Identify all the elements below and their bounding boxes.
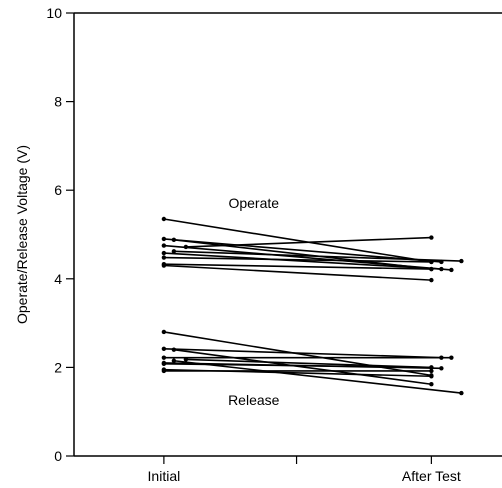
series-line (163, 244, 452, 271)
data-point (429, 266, 434, 272)
labels: 0 2 4 6 8 10 Initial After Test Operate/Release … (14, 5, 461, 484)
series-line (163, 263, 432, 270)
data-point (449, 267, 454, 273)
series-line (163, 218, 432, 263)
data-lines (163, 218, 462, 394)
data-point (429, 382, 434, 387)
data-points (161, 216, 464, 396)
series-line (163, 256, 432, 263)
y-tick-label: 4 (54, 271, 62, 287)
group-annotation: Release (228, 392, 280, 408)
data-point (429, 368, 434, 374)
y-tick-label: 6 (54, 182, 62, 198)
data-point (161, 243, 167, 248)
y-tick-label: 0 (54, 448, 62, 464)
y-tick-label: 10 (46, 5, 62, 21)
data-point (161, 368, 167, 374)
data-point (439, 259, 444, 265)
data-point (429, 277, 434, 283)
data-point (171, 237, 177, 243)
series-line (173, 348, 432, 386)
data-point (183, 244, 189, 250)
data-point (449, 355, 454, 360)
data-point (161, 346, 167, 351)
series-line (163, 264, 432, 281)
data-point (429, 374, 434, 379)
data-point (171, 358, 177, 363)
data-point (439, 366, 444, 371)
data-point (161, 361, 167, 367)
y-tick-label: 8 (54, 94, 62, 110)
data-point (429, 259, 434, 265)
y-axis-title: Operate/Release Voltage (V) (14, 145, 30, 324)
x-category-label: After Test (402, 468, 461, 484)
series-line (163, 363, 432, 369)
data-point (439, 266, 444, 272)
data-point (161, 263, 167, 268)
axes (66, 12, 502, 464)
x-category-label: Initial (148, 468, 181, 484)
data-point (183, 357, 189, 362)
series-line (163, 347, 442, 359)
data-point (161, 216, 167, 222)
data-point (161, 236, 167, 242)
data-point (161, 355, 167, 360)
data-point (459, 390, 464, 396)
data-point (161, 329, 167, 335)
data-point (429, 235, 434, 240)
data-point (161, 255, 167, 260)
data-point (429, 365, 434, 370)
group-annotation: Operate (228, 195, 279, 211)
series-line (173, 359, 462, 394)
data-point (171, 347, 177, 352)
data-point (439, 355, 444, 360)
series-line (185, 236, 432, 248)
series-line (163, 252, 442, 270)
data-point (459, 258, 464, 264)
data-point (171, 249, 177, 254)
series-line (173, 250, 462, 262)
y-tick-label: 2 (54, 359, 62, 375)
data-point (161, 250, 167, 256)
